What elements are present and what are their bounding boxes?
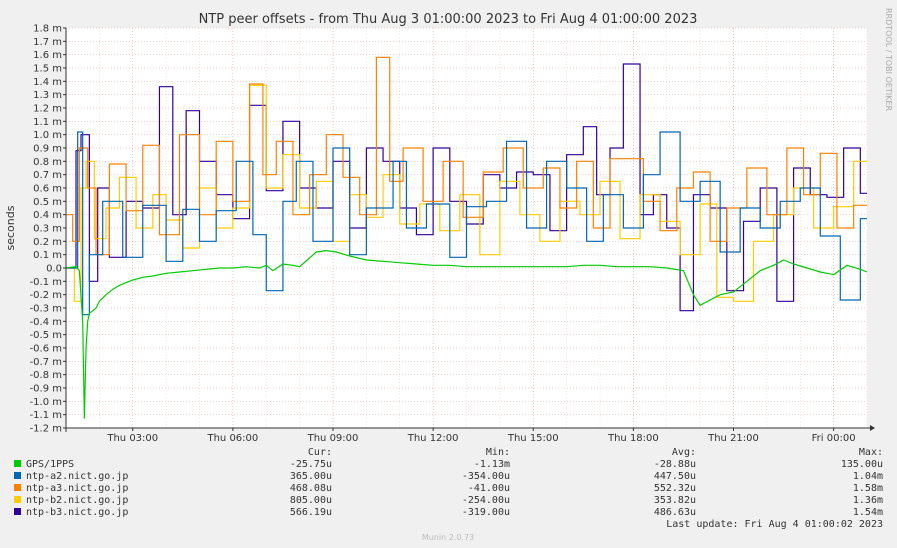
y-tick-label: -0.7 m <box>30 357 62 368</box>
series-lines <box>65 56 868 419</box>
legend-swatch <box>14 508 21 515</box>
x-tick-label: Thu 18:00 <box>607 433 659 444</box>
legend-stat-value: 447.50u <box>654 471 696 482</box>
y-tick-label: 0.6 m <box>33 184 62 195</box>
y-tick-label: 1.1 m <box>33 117 62 128</box>
legend-stat-value: 468.08u <box>290 483 332 494</box>
munin-footer: Munin 2.0.73 <box>422 533 474 542</box>
legend-stat-value: -319.00u <box>462 507 510 518</box>
y-tick-label: 1.0 m <box>33 130 62 141</box>
legend-stat-value: 805.00u <box>290 495 332 506</box>
grid <box>66 27 868 429</box>
x-tick-label: Thu 03:00 <box>106 433 158 444</box>
legend-stat-value: -354.00u <box>462 471 510 482</box>
y-tick-label: 0.0 <box>46 264 62 275</box>
y-tick-label: 0.4 m <box>33 210 62 221</box>
series-line-gps-1pps <box>65 250 868 419</box>
legend-series-name: ntp-b2.nict.go.jp <box>26 495 128 506</box>
y-tick-label: 1.4 m <box>33 77 62 88</box>
legend-swatch <box>14 484 21 491</box>
y-tick-label: 0.9 m <box>33 144 62 155</box>
legend-stat-value: 365.00u <box>290 471 332 482</box>
x-tick-label: Thu 15:00 <box>507 433 559 444</box>
legend-stat-value: 353.82u <box>654 495 696 506</box>
y-tick-label: 1.3 m <box>33 90 62 101</box>
legend-stat-value: 1.36m <box>853 495 883 506</box>
legend-series-name: GPS/1PPS <box>26 459 74 470</box>
y-tick-label: -1.2 m <box>30 424 62 435</box>
x-tick-label: Fri 00:00 <box>812 433 856 444</box>
y-tick-label: -0.4 m <box>30 317 62 328</box>
legend-stat-value: -25.75u <box>290 459 332 470</box>
y-tick-label: 0.1 m <box>33 250 62 261</box>
legend-stat-value: 135.00u <box>841 459 883 470</box>
legend-swatch <box>14 472 21 479</box>
legend-stat-value: -41.00u <box>468 483 510 494</box>
y-tick-label: 1.2 m <box>33 104 62 115</box>
y-tick-label: 1.5 m <box>33 64 62 75</box>
x-tick-label: Thu 21:00 <box>707 433 759 444</box>
y-tick-label: 0.5 m <box>33 197 62 208</box>
y-tick-label: -0.5 m <box>30 330 62 341</box>
legend-swatch <box>14 460 21 467</box>
y-tick-label: 1.8 m <box>33 24 62 35</box>
legend-stat-value: 552.32u <box>654 483 696 494</box>
y-tick-label: 0.8 m <box>33 157 62 168</box>
series-line-ntp-a3-nict-go-jp <box>66 56 867 256</box>
y-tick-label: -0.2 m <box>30 290 62 301</box>
y-tick-label: -1.1 m <box>30 410 62 421</box>
legend-series-name: ntp-a2.nict.go.jp <box>26 471 128 482</box>
x-tick-label: Thu 09:00 <box>307 433 359 444</box>
legend-swatch <box>14 496 21 503</box>
legend-stat-value: -28.88u <box>654 459 696 470</box>
x-axis-arrow <box>870 425 875 431</box>
legend-stat-value: 486.63u <box>654 507 696 518</box>
y-tick-label: -0.1 m <box>30 277 62 288</box>
y-tick-label: -0.8 m <box>30 370 62 381</box>
legend-series-name: ntp-a3.nict.go.jp <box>26 483 128 494</box>
series-line-ntp-b3-nict-go-jp <box>66 63 867 312</box>
y-tick-label: 1.6 m <box>33 50 62 61</box>
chart-title: NTP peer offsets - from Thu Aug 3 01:00:… <box>199 12 698 27</box>
x-tick-label: Thu 06:00 <box>206 433 258 444</box>
y-tick-label: -0.9 m <box>30 384 62 395</box>
y-tick-label: 0.7 m <box>33 170 62 181</box>
legend-stat-value: 1.04m <box>853 471 883 482</box>
last-update: Last update: Fri Aug 4 01:00:02 2023 <box>666 519 883 530</box>
series-line-ntp-b2-nict-go-jp <box>66 84 867 302</box>
x-axis-ticks: Thu 03:00 Thu 06:00 Thu 09:00 Thu 12:00 Thu … <box>106 428 856 444</box>
y-tick-label: -0.6 m <box>30 344 62 355</box>
series-line-ntp-a2-nict-go-jp <box>66 131 867 316</box>
x-tick-label: Thu 12:00 <box>407 433 459 444</box>
rrdtool-credit: RRDTOOL / TOBI OETIKER <box>884 8 893 111</box>
y-axis-label: seconds <box>4 205 17 250</box>
y-tick-label: -0.3 m <box>30 304 62 315</box>
legend-stat-value: 566.19u <box>290 507 332 518</box>
legend-stat-value: 1.58m <box>853 483 883 494</box>
legend-stat-value: -1.13m <box>474 459 510 470</box>
y-tick-label: 0.2 m <box>33 237 62 248</box>
y-axis-ticks: 1.8 m 1.7 m 1.6 m 1.5 m 1.4 m 1.3 m 1.2 m 1.1 m… <box>30 24 66 435</box>
legend-header: Avg: <box>672 447 696 458</box>
y-tick-label: 1.7 m <box>33 37 62 48</box>
legend-stat-value: 1.54m <box>853 507 883 518</box>
legend-series-name: ntp-b3.nict.go.jp <box>26 507 128 518</box>
legend-stat-value: -254.00u <box>462 495 510 506</box>
legend-header: Cur: <box>308 447 332 458</box>
y-tick-label: 0.3 m <box>33 224 62 235</box>
legend: Cur: Min: Avg: Max: GPS/1PPS -25.75u -1.13m -28… <box>14 447 883 530</box>
legend-header: Max: <box>859 447 883 458</box>
y-tick-label: -1.0 m <box>30 397 62 408</box>
legend-header: Min: <box>486 447 510 458</box>
